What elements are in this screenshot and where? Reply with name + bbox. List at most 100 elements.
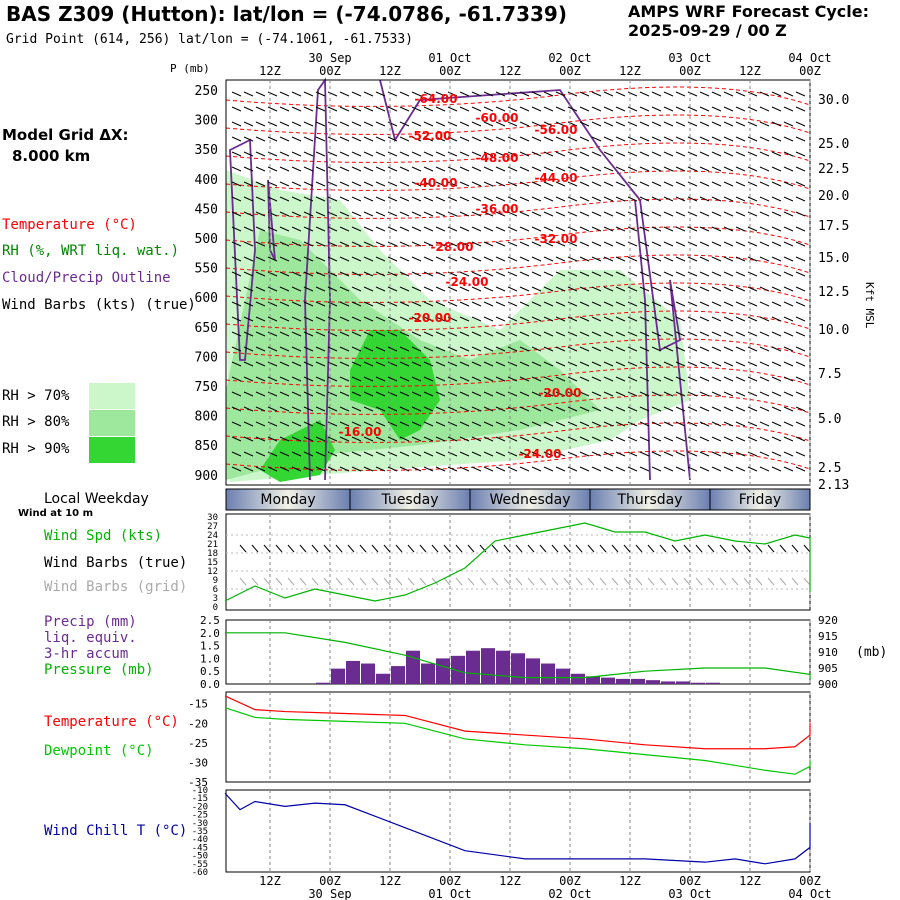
wind-barb: [471, 181, 482, 187]
wind-barb: [327, 166, 338, 172]
top-time-tick: 00Z: [799, 64, 821, 78]
wind-barb: [531, 106, 542, 112]
wind-barb: [303, 241, 314, 247]
wind-tick-label: 24: [207, 531, 218, 541]
wind-barb: [603, 256, 614, 262]
wind-barb: [447, 121, 458, 127]
wind-barb: [543, 241, 554, 247]
top-time-tick: 12Z: [739, 64, 761, 78]
wind-barb: [699, 451, 710, 457]
wind-barb: [243, 406, 254, 412]
wind-barb-true: [431, 544, 439, 553]
wind-barb: [303, 376, 314, 382]
wind-barb: [411, 346, 422, 352]
wind-barb: [243, 256, 254, 262]
wind-barb: [711, 166, 722, 172]
temp-tick-label: -35: [188, 776, 208, 789]
wind-barb: [339, 136, 350, 142]
wind-barb: [279, 136, 290, 142]
wind-barb-grid: [323, 577, 331, 586]
wind-barb: [663, 256, 674, 262]
wind-barb: [531, 331, 542, 337]
wind-barb: [759, 436, 770, 442]
wind-barb: [255, 121, 266, 127]
wind-barb: [591, 166, 602, 172]
wind-barb: [531, 226, 542, 232]
wind-barb: [747, 286, 758, 292]
wind-barb: [519, 136, 530, 142]
wind-barb: [759, 151, 770, 157]
wind-barb: [735, 376, 746, 382]
precip-tick-label: 1.0: [200, 652, 220, 665]
pressure-tick-label: 905: [818, 662, 838, 675]
wind-barb: [687, 211, 698, 217]
wind-barb: [723, 406, 734, 412]
wind-barb: [591, 226, 602, 232]
wind-barb: [699, 91, 710, 97]
wind-barb: [411, 91, 422, 97]
bottom-date-label: 03 Oct: [668, 887, 711, 900]
wind-barb: [711, 196, 722, 202]
wind-barb: [423, 316, 434, 322]
wind-barb: [471, 391, 482, 397]
wind-barb: [291, 331, 302, 337]
wind-barb: [255, 376, 266, 382]
wind-tick-label: 6: [213, 585, 218, 595]
wind-barb: [495, 436, 506, 442]
wind-barb: [591, 331, 602, 337]
wind-barb: [291, 151, 302, 157]
wind-barb: [783, 181, 794, 187]
wind-barb: [315, 121, 326, 127]
wind-barb-true: [383, 544, 391, 553]
wind-barb: [447, 316, 458, 322]
wind-barb: [255, 436, 266, 442]
wind-barb: [555, 91, 566, 97]
wind-barb: [687, 466, 698, 472]
wind-barb: [543, 136, 554, 142]
wind-barb: [687, 121, 698, 127]
wind-barb: [375, 181, 386, 187]
cloud-outline: [379, 79, 691, 481]
wind-barb: [675, 241, 686, 247]
wind-barb: [531, 376, 542, 382]
wind-barb: [435, 331, 446, 337]
wind-barb: [639, 301, 650, 307]
wind-barb: [255, 466, 266, 472]
wind-barb-grid: [347, 577, 355, 586]
wind-barb: [315, 466, 326, 472]
pressure-tick-label: 850: [195, 439, 218, 454]
wind-barb: [747, 136, 758, 142]
wind-barb: [615, 166, 626, 172]
wind-barb: [291, 286, 302, 292]
wind-barb: [675, 226, 686, 232]
cloud-outline: [229, 138, 256, 361]
wind-barb: [399, 301, 410, 307]
wind-barb: [579, 136, 590, 142]
wind-barb: [771, 271, 782, 277]
wind-barb: [327, 286, 338, 292]
wind-barb: [483, 316, 494, 322]
wind-barb: [471, 316, 482, 322]
wind-barb: [459, 376, 470, 382]
rh70-swatch: [89, 383, 135, 409]
wind-barb: [243, 331, 254, 337]
wind-barb: [675, 121, 686, 127]
wind-barb: [255, 211, 266, 217]
wind-barb: [447, 286, 458, 292]
wind-barb: [423, 106, 434, 112]
grid-point-subtitle: Grid Point (614, 256) lat/lon = (-74.106…: [6, 32, 413, 47]
wind-barb: [543, 106, 554, 112]
wind-barb: [507, 226, 518, 232]
wind-barb: [267, 346, 278, 352]
wind-barb: [723, 421, 734, 427]
wind-barb: [315, 106, 326, 112]
wind-barb: [651, 151, 662, 157]
wind-barb: [471, 406, 482, 412]
wind-barb: [411, 271, 422, 277]
wind-barb: [351, 451, 362, 457]
wind-barb: [795, 136, 806, 142]
wind-barb: [771, 391, 782, 397]
wind-barb: [771, 286, 782, 292]
wind-barb: [627, 406, 638, 412]
wind-barb: [351, 286, 362, 292]
